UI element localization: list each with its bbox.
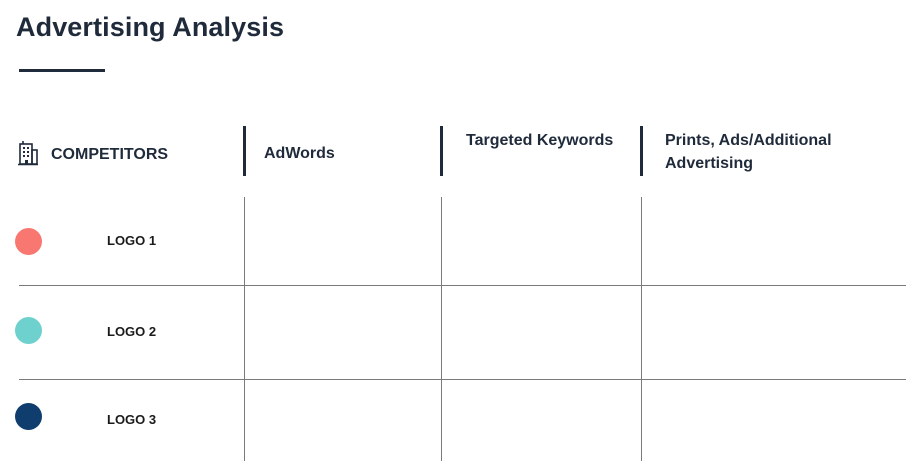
column-divider-marker [640,126,643,176]
building-icon [18,141,38,166]
column-divider-marker [243,126,246,176]
competitor-color-dot [15,228,42,255]
column-header-adwords: AdWords [264,145,335,162]
competitor-logo-label: LOGO 3 [107,412,157,427]
grid-vertical-line [441,197,442,461]
title-underline [19,69,105,72]
competitor-color-dot [15,403,42,430]
column-header-targeted-keywords: Targeted Keywords [466,132,614,149]
grid-horizontal-line [19,285,906,286]
competitor-color-dot [15,317,42,344]
grid-vertical-line [244,197,245,461]
grid-vertical-line [641,197,642,461]
page-title: Advertising Analysis [16,12,285,42]
competitors-header: COMPETITORS [51,146,169,163]
column-header-prints-ads: Prints, Ads/Additional Advertising [665,132,832,172]
competitor-logo-label: LOGO 2 [107,324,157,339]
competitor-logo-label: LOGO 1 [107,233,157,248]
column-divider-marker [440,126,443,176]
grid-horizontal-line [19,379,906,380]
